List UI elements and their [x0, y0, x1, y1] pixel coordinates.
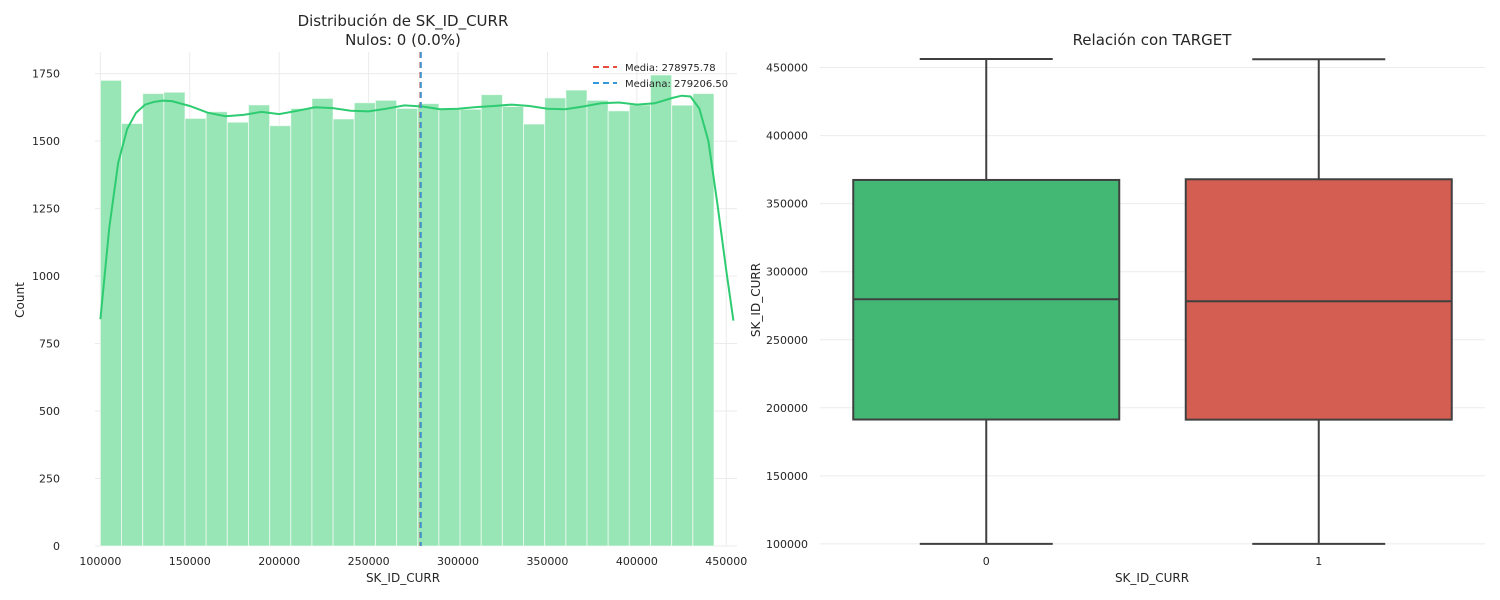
- histogram-bar: [374, 99, 398, 547]
- histogram-bar: [290, 107, 313, 547]
- histogram-bar: [205, 111, 228, 547]
- histogram-y-axis-label: Count: [13, 282, 27, 318]
- x-tick-label: 400000: [616, 555, 658, 568]
- histogram-bar: [586, 99, 609, 547]
- x-tick-label: 350000: [526, 555, 568, 568]
- histogram-bar: [332, 118, 355, 547]
- histogram-bar: [142, 93, 165, 547]
- x-tick-label: 250000: [348, 555, 390, 568]
- histogram-panel: 100000 150000 200000 250000 300000 350000 4000…: [13, 12, 747, 585]
- histogram-bar: [628, 104, 652, 547]
- y-tick-label: 250: [39, 473, 60, 486]
- box-0: [852, 58, 1121, 545]
- boxplot-x-axis-label: SK_ID_CURR: [1115, 571, 1189, 585]
- histogram-bar: [692, 93, 715, 547]
- histogram-bar: [396, 107, 419, 547]
- y-tick-label: 500: [39, 405, 60, 418]
- histogram-bar: [353, 102, 376, 547]
- x-tick-label: 100000: [79, 555, 121, 568]
- histogram-bar: [501, 106, 525, 547]
- histogram-legend: Media: 278975.78 Mediana: 279206.50: [593, 63, 728, 90]
- histogram-bar: [438, 107, 461, 547]
- histogram-y-tick-labels: 0 250 500 750 1000 1250 1500 1750: [32, 68, 60, 553]
- box-iqr: [1184, 178, 1453, 421]
- x-tick-label: 150000: [169, 555, 211, 568]
- legend-median-label: Mediana: 279206.50: [625, 79, 728, 90]
- histogram-bar: [480, 94, 503, 547]
- boxplot-y-axis-label: SK_ID_CURR: [749, 263, 763, 337]
- histogram-bar: [121, 123, 144, 547]
- histogram-bar: [311, 97, 334, 547]
- x-tick-label: 0: [983, 555, 990, 568]
- histogram-bar: [226, 121, 249, 547]
- histogram-bar: [607, 110, 630, 547]
- y-tick-label: 200000: [766, 402, 808, 415]
- y-tick-label: 350000: [766, 198, 808, 211]
- histogram-x-tick-labels: 100000 150000 200000 250000 300000 350000 4000…: [79, 555, 747, 568]
- histogram-subtitle: Nulos: 0 (0.0%): [345, 31, 461, 49]
- histogram-bar: [269, 125, 292, 547]
- boxplot-y-tick-labels: 100000 150000 200000 250000 300000 350000 4000…: [766, 62, 808, 551]
- y-tick-label: 250000: [766, 334, 808, 347]
- y-tick-label: 100000: [766, 538, 808, 551]
- y-tick-label: 750: [39, 338, 60, 351]
- boxplot-title: Relación con TARGET: [1073, 31, 1233, 49]
- histogram-bar: [671, 104, 694, 547]
- y-tick-label: 150000: [766, 470, 808, 483]
- legend-mean-label: Media: 278975.78: [625, 63, 716, 74]
- histogram-bar: [523, 123, 546, 547]
- y-tick-label: 1500: [32, 135, 60, 148]
- histogram-bar: [99, 79, 123, 547]
- box-1: [1184, 58, 1453, 545]
- y-tick-label: 1750: [32, 68, 60, 81]
- x-tick-label: 300000: [437, 555, 479, 568]
- x-tick-label: 1: [1315, 555, 1322, 568]
- boxplot-boxes: [852, 58, 1453, 545]
- x-tick-label: 450000: [705, 555, 747, 568]
- y-tick-label: 1250: [32, 203, 60, 216]
- histogram-bar: [184, 117, 207, 547]
- histogram-bar: [459, 108, 482, 547]
- y-tick-label: 0: [53, 540, 60, 553]
- histogram-bar: [544, 97, 567, 547]
- histogram-x-axis-label: SK_ID_CURR: [366, 571, 440, 585]
- y-tick-label: 400000: [766, 130, 808, 143]
- histogram-bars: [99, 74, 715, 547]
- histogram-title: Distribución de SK_ID_CURR: [298, 12, 509, 31]
- histogram-bar: [247, 104, 271, 547]
- y-tick-label: 1000: [32, 270, 60, 283]
- histogram-bar: [163, 91, 186, 547]
- y-tick-label: 300000: [766, 266, 808, 279]
- x-tick-label: 200000: [258, 555, 300, 568]
- kde-curve: [99, 94, 735, 321]
- histogram-bar: [650, 74, 673, 547]
- y-tick-label: 450000: [766, 62, 808, 75]
- histogram-bar: [565, 89, 588, 547]
